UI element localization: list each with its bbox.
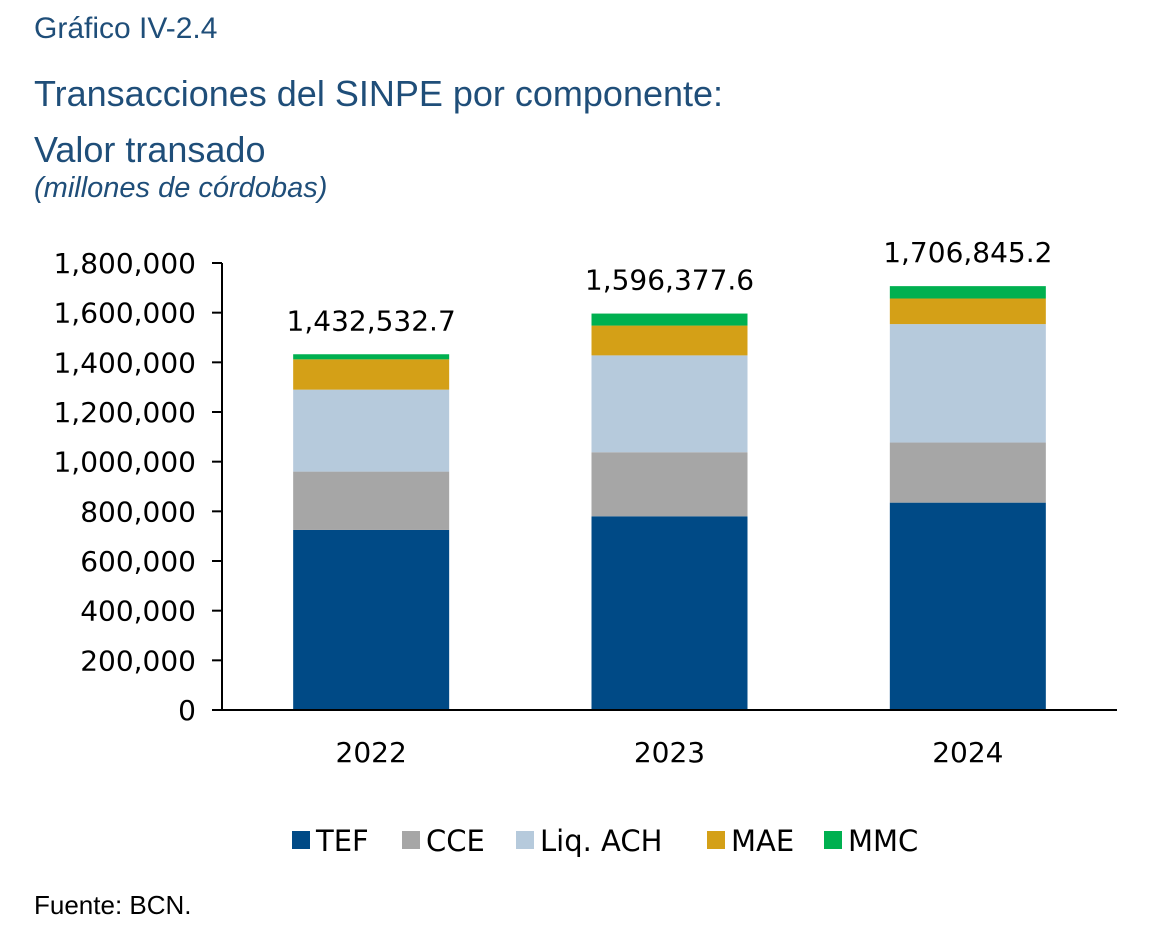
- bar-segment-tef-2022: [293, 529, 450, 710]
- y-tick-label: 1,600,000: [53, 297, 196, 330]
- chart-unit: (millones de córdobas): [34, 172, 328, 204]
- bar-segment-mae-2022: [293, 359, 450, 390]
- y-tick-label: 1,800,000: [53, 247, 196, 280]
- y-tick-label: 800,000: [80, 495, 196, 528]
- y-tick-label: 200,000: [80, 644, 196, 677]
- x-category-label: 2024: [932, 736, 1003, 769]
- stacked-bar-chart: 0 200,000 400,000 600,000 800,000 1,000,000 1,…: [53, 236, 1117, 858]
- x-category-label: 2022: [336, 736, 407, 769]
- legend-label-liq-ach: Liq. ACH: [540, 824, 662, 858]
- y-tick-label: 1,200,000: [53, 396, 196, 429]
- y-tick-label: 1,400,000: [53, 346, 196, 379]
- legend-label-cce: CCE: [426, 824, 485, 858]
- legend-swatch-tef: [292, 831, 310, 849]
- y-tick-label: 600,000: [80, 545, 196, 578]
- bar-segment-liq-ach-2023: [591, 355, 748, 453]
- bar-segment-cce-2023: [591, 452, 748, 517]
- bar-segment-tef-2024: [889, 502, 1046, 710]
- legend-swatch-mae: [707, 831, 725, 849]
- legend-swatch-liq-ach: [516, 831, 534, 849]
- y-tick-label: 1,000,000: [53, 446, 196, 479]
- bar-segment-mae-2023: [591, 325, 748, 356]
- legend-label-mae: MAE: [731, 824, 794, 858]
- chart-title: Transacciones del SINPE por componente: …: [34, 66, 723, 178]
- bar-segment-liq-ach-2022: [293, 389, 450, 472]
- chart-number: Gráfico IV-2.4: [34, 12, 218, 45]
- total-label-2022: 1,432,532.7: [287, 304, 456, 337]
- bar-segment-mmc-2022: [293, 354, 450, 360]
- legend-label-mmc: MMC: [848, 824, 918, 858]
- source-note: Fuente: BCN.: [34, 890, 192, 920]
- bar-segment-cce-2022: [293, 471, 450, 530]
- legend-swatch-mmc: [824, 831, 842, 849]
- y-tick-label: 0: [178, 694, 196, 727]
- total-label-2024: 1,706,845.2: [883, 236, 1052, 269]
- bar-segment-cce-2024: [889, 442, 1046, 503]
- y-tick-label: 400,000: [80, 595, 196, 628]
- chart-title-line2: Valor transado: [34, 129, 266, 170]
- bar-segment-mmc-2024: [889, 286, 1046, 299]
- legend-swatch-cce: [402, 831, 420, 849]
- bar-segment-mae-2024: [889, 298, 1046, 325]
- bar-segment-mmc-2023: [591, 313, 748, 326]
- x-category-label: 2023: [634, 736, 705, 769]
- bar-segment-liq-ach-2024: [889, 324, 1046, 443]
- bar-segment-tef-2023: [591, 516, 748, 710]
- total-label-2023: 1,596,377.6: [585, 264, 754, 297]
- legend-label-tef: TEF: [315, 824, 369, 858]
- chart-title-line1: Transacciones del SINPE por componente:: [34, 73, 724, 114]
